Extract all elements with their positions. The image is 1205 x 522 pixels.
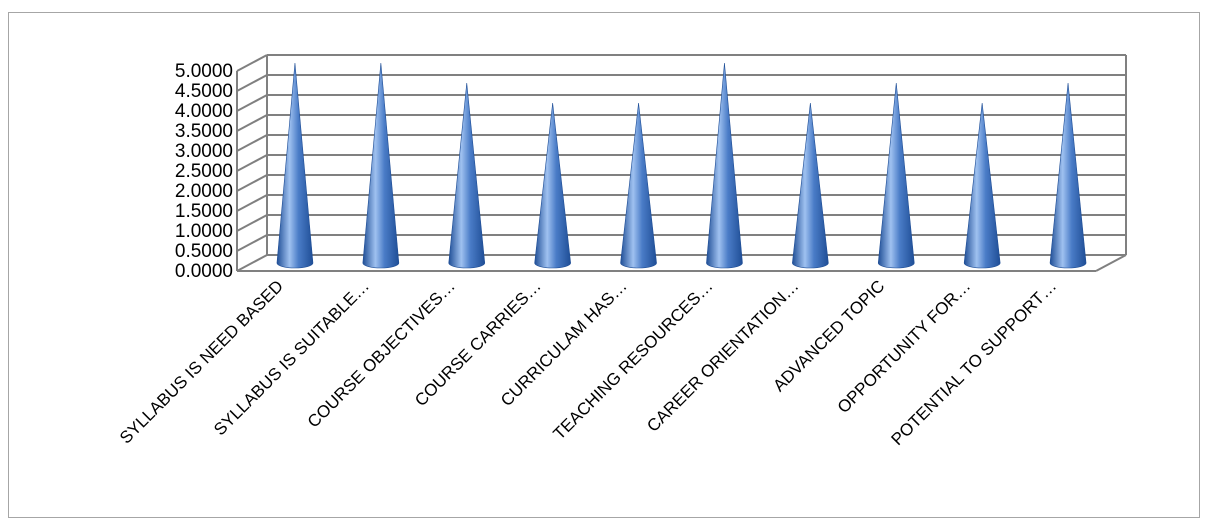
x-category-label: CAREER ORIENTATION… [643, 276, 802, 435]
cone-bar [792, 102, 829, 269]
y-tick-label: 5.0000 [175, 61, 233, 82]
gridline-side [236, 54, 268, 72]
x-category-label: COURSE OBJECTIVES… [304, 276, 459, 431]
gridline-side [236, 134, 268, 152]
gridline-side [236, 174, 268, 192]
gridline-side [236, 234, 268, 252]
x-category-label: SYLLABUS IS SUITABLE… [210, 276, 373, 439]
y-tick-label: 1.5000 [175, 201, 233, 222]
cone-bar [1049, 82, 1087, 269]
cone-bar [620, 102, 657, 269]
gridline-side [236, 254, 268, 272]
gridline-side [236, 194, 268, 212]
cone-bar [534, 102, 571, 269]
y-tick-label: 3.5000 [175, 121, 233, 142]
y-tick-label: 2.5000 [175, 161, 233, 182]
y-tick-label: 3.0000 [175, 141, 233, 162]
y-tick-label: 4.5000 [175, 81, 233, 102]
y-tick-label: 2.0000 [175, 181, 233, 202]
x-category-label: SYLLABUS IS NEED BASED [116, 276, 287, 447]
x-category-label: TEACHING RESOURCES… [550, 276, 717, 443]
floor-edge [1095, 254, 1127, 272]
cones [276, 62, 1087, 269]
y-tick-label: 4.0000 [175, 101, 233, 122]
gridline-side [236, 214, 268, 232]
chart-frame: 0.0000 0.5000 1.0000 1.5000 2.0000 2.5000 3.00… [8, 12, 1200, 518]
cone-bar [706, 62, 743, 269]
cone-bar [963, 102, 1001, 269]
cone-chart: 0.00000.50001.00001.50002.00002.50003.00… [116, 54, 1127, 449]
gridline-side [236, 114, 268, 132]
y-axis-ticks: 0.00000.50001.00001.50002.00002.50003.00… [175, 61, 233, 282]
cone-bar [276, 62, 314, 269]
gridline-side [236, 94, 268, 112]
gridline-side [236, 74, 268, 92]
y-tick-label: 0.0000 [175, 261, 233, 282]
cone-bar [362, 62, 400, 269]
y-tick-label: 0.5000 [175, 241, 233, 262]
gridline-side [236, 154, 268, 172]
x-category-label: POTENTIAL TO SUPPORT… [888, 276, 1061, 449]
cone-bar [448, 82, 486, 269]
cone-bar [877, 82, 915, 269]
y-tick-label: 1.0000 [175, 221, 233, 242]
